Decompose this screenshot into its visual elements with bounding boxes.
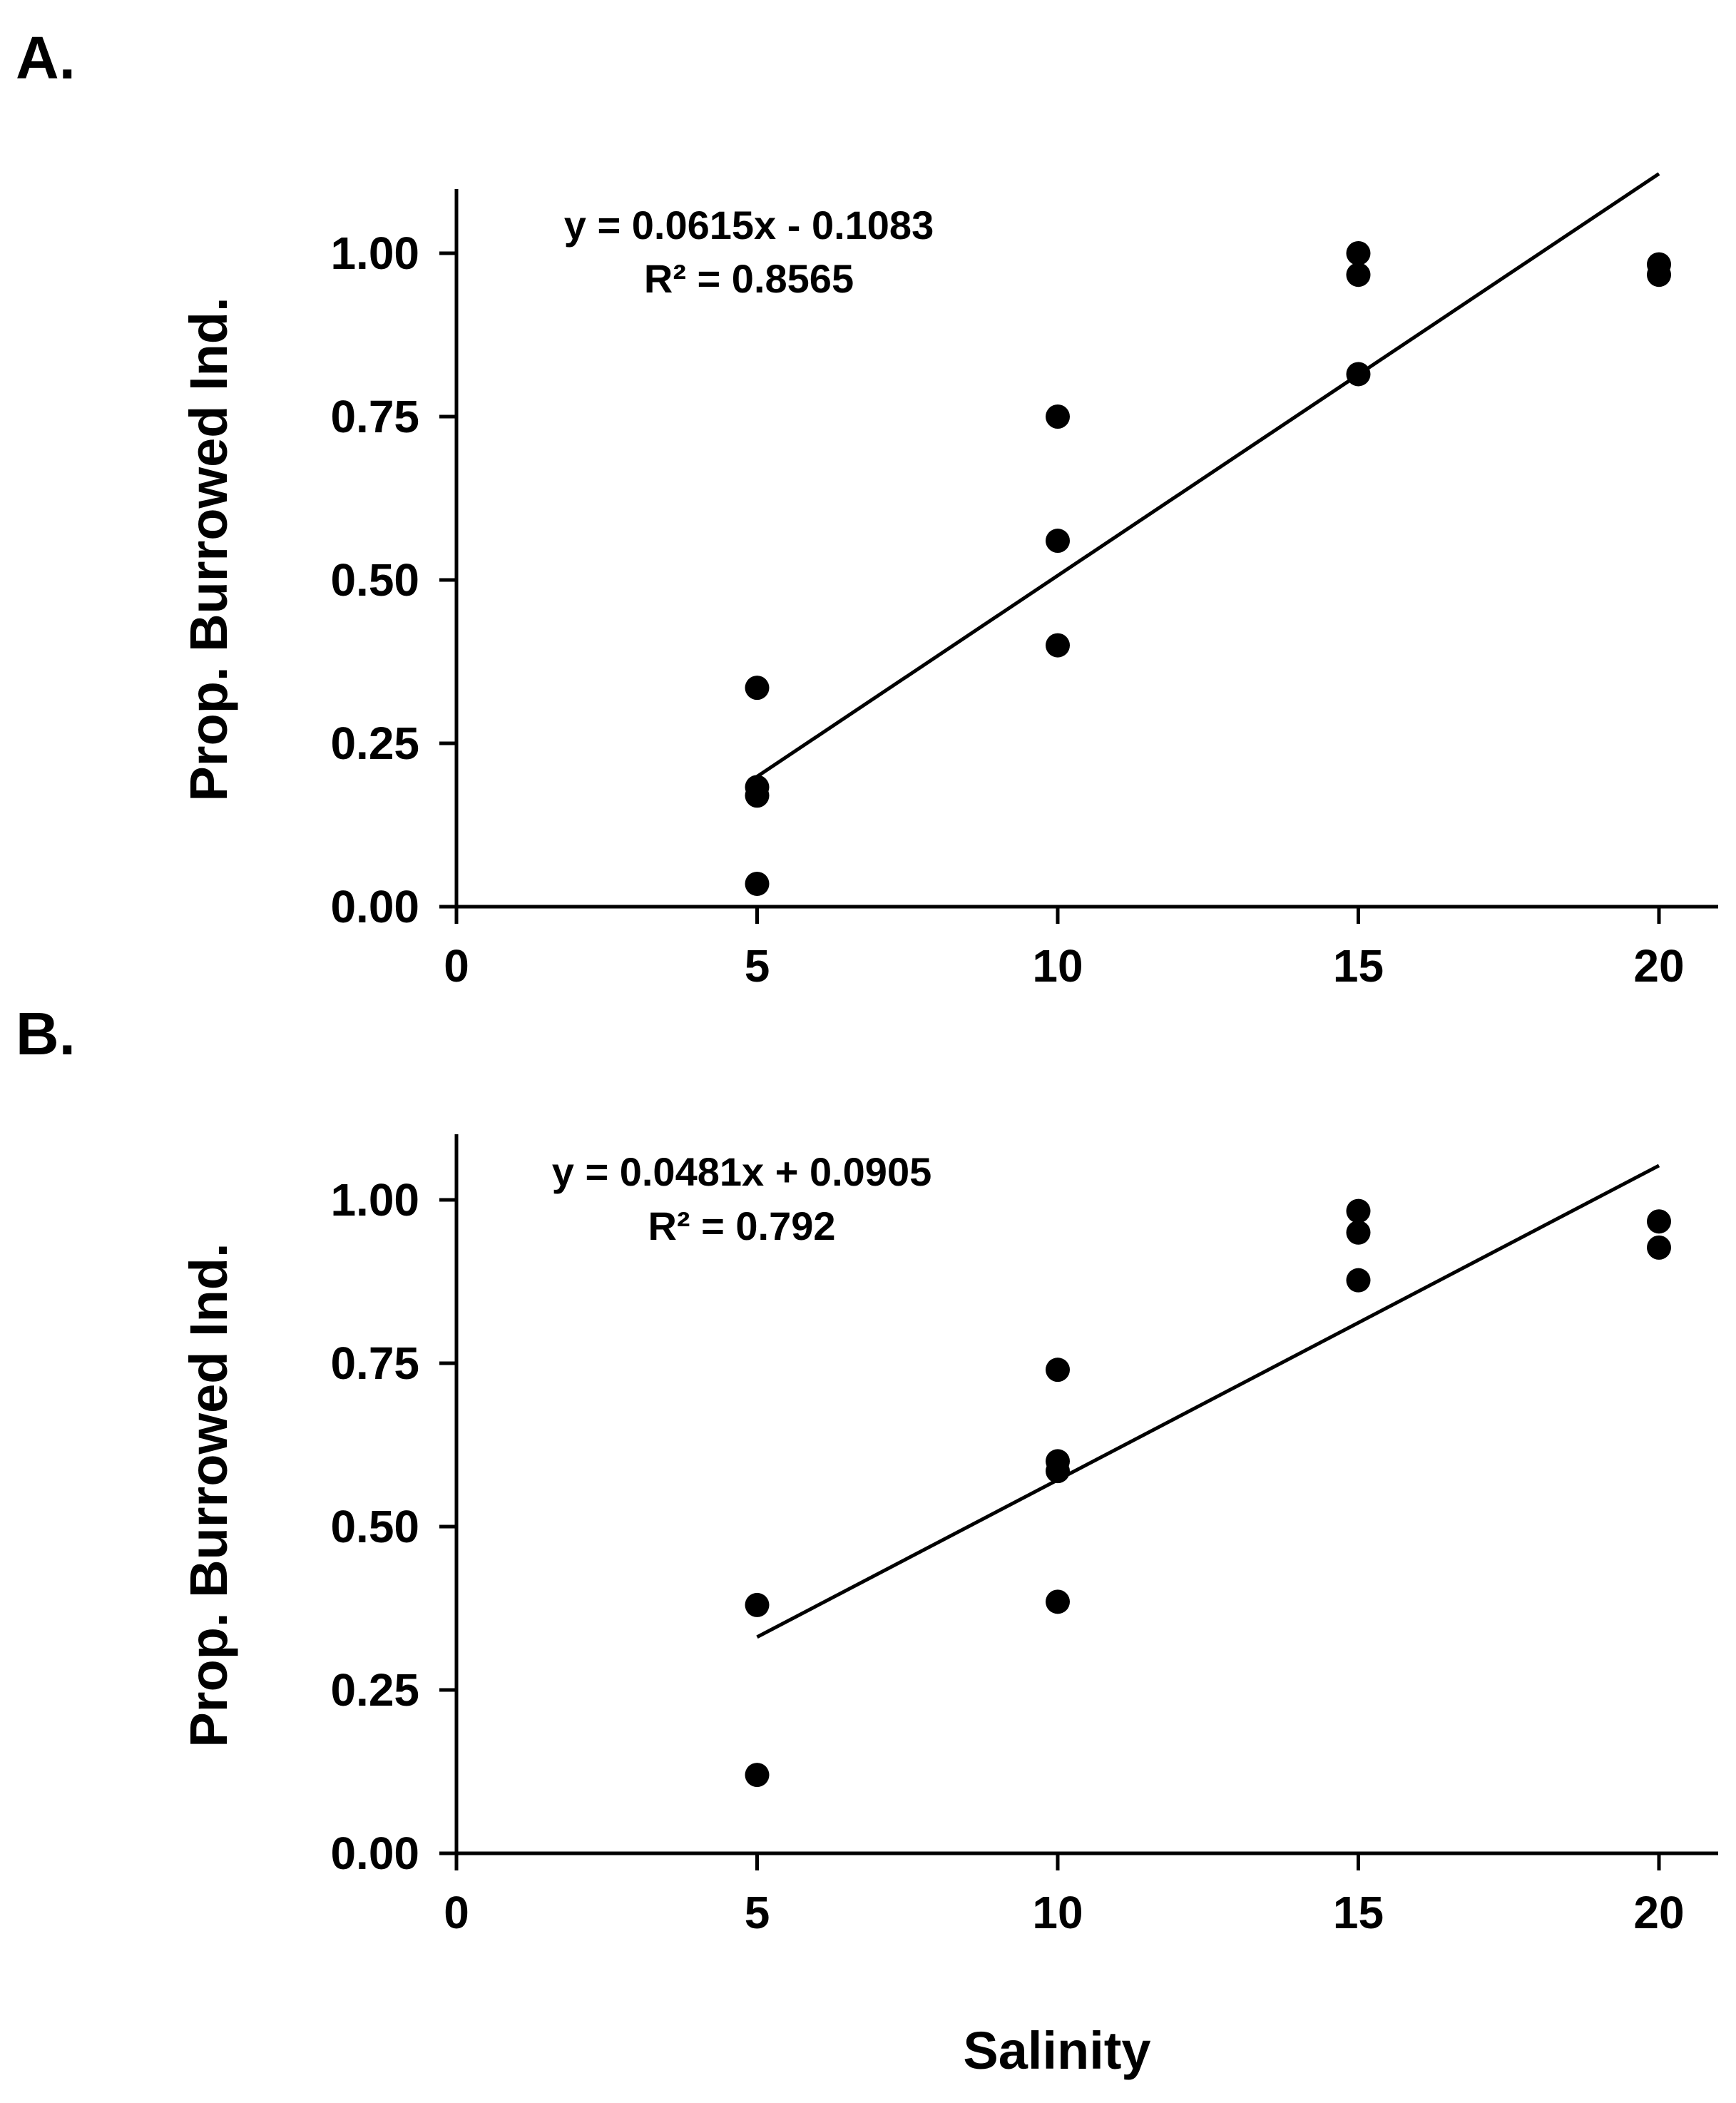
panel-a-equation: y = 0.0615x - 0.1083 <box>564 203 934 248</box>
panel-a-r-squared: R² = 0.8565 <box>644 256 854 301</box>
panel-b-x-tick-label: 10 <box>1032 1887 1083 1938</box>
panel-b-x-tick-label: 15 <box>1333 1887 1384 1938</box>
panel-a-x-tick-label: 15 <box>1333 940 1384 992</box>
panel-a-data-point <box>1346 362 1371 387</box>
panel-b-y-axis-title: Prop. Burrowed Ind. <box>179 1243 238 1747</box>
panel-b-y-tick-label: 1.00 <box>330 1174 419 1226</box>
panel-a-x-tick-label: 10 <box>1032 940 1083 992</box>
panel-b-data-point <box>745 1592 770 1617</box>
panel-b-data-point <box>1046 1358 1070 1383</box>
panel-a-y-axis-title: Prop. Burrowed Ind. <box>179 297 238 801</box>
panel-a-data-point <box>745 676 770 701</box>
panel-b-equation: y = 0.0481x + 0.0905 <box>552 1149 932 1194</box>
panel-a-data-point <box>1346 241 1371 265</box>
panel-b-data-point <box>1346 1220 1371 1245</box>
panel-a-x-tick-label: 20 <box>1633 940 1684 992</box>
panel-b-x-tick-label: 5 <box>745 1887 770 1938</box>
panel-a-data-point <box>745 783 770 808</box>
panel-a-y-tick-label: 0.75 <box>330 391 419 442</box>
panel-b-y-tick-label: 0.75 <box>330 1338 419 1389</box>
panel-a-x-tick-label: 5 <box>745 940 770 992</box>
panel-b-data-point <box>1647 1235 1671 1260</box>
panel-b-y-tick-label: 0.25 <box>330 1664 419 1716</box>
panel-b-data-point <box>1346 1268 1371 1293</box>
panel-a-y-tick-label: 0.25 <box>330 718 419 769</box>
panel-a-data-point <box>1647 263 1671 287</box>
panel-a-y-tick-label: 1.00 <box>330 228 419 279</box>
x-axis-title: Salinity <box>963 2021 1150 2080</box>
panel-b-data-point <box>1647 1209 1671 1234</box>
panel-a-x-tick-label: 0 <box>444 940 469 992</box>
panel-a-y-tick-label: 0.00 <box>330 881 419 932</box>
panel-a-data-point <box>1346 263 1371 287</box>
panel-b-data-point <box>1346 1198 1371 1223</box>
panel-a-chart: A. 0.00 0.25 0.50 0.75 1.00 0 5 10 15 20 Prop. Burr… <box>16 24 1718 992</box>
panel-b-x-tick-label: 0 <box>444 1887 469 1938</box>
panel-b-panel-label: B. <box>16 1000 76 1067</box>
panel-b-trendline <box>756 1163 1660 1639</box>
panel-b-y-tick-label: 0.50 <box>330 1501 419 1552</box>
panel-b-chart: B. 0.00 0.25 0.50 0.75 1.00 0 5 10 15 20 Prop. Burr… <box>16 1000 1718 1938</box>
panel-b-data-point <box>1046 1459 1070 1484</box>
panel-a-data-point <box>1046 529 1070 554</box>
panel-b-r-squared: R² = 0.792 <box>648 1203 835 1248</box>
panel-b-data-point <box>745 1763 770 1788</box>
panel-a-y-tick-label: 0.50 <box>330 554 419 606</box>
panel-b-data-point <box>1046 1589 1070 1614</box>
panel-a-trendline <box>756 172 1660 778</box>
panel-b-y-tick-label: 0.00 <box>330 1828 419 1879</box>
panel-a-data-point <box>1046 633 1070 658</box>
panel-b-x-tick-label: 20 <box>1633 1887 1684 1938</box>
panel-a-panel-label: A. <box>16 24 76 91</box>
panel-a-data-point <box>745 871 770 896</box>
panel-a-data-point <box>1046 404 1070 429</box>
